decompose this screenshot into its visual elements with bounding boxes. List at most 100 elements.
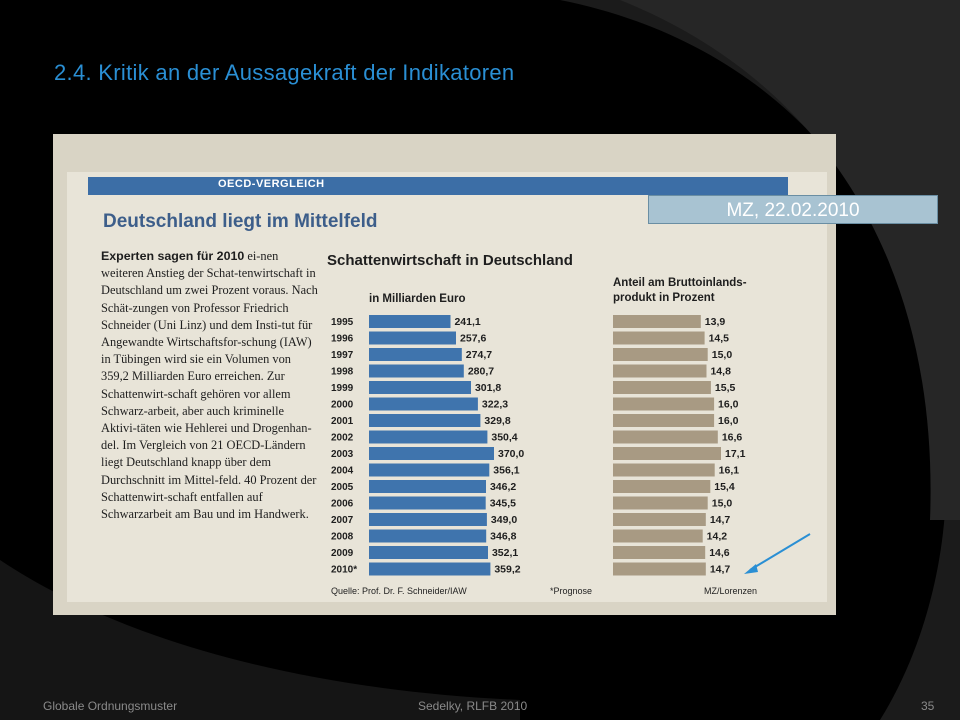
bar-label-billion-euro: 345,5 [490, 498, 516, 510]
bar-gdp-share [613, 496, 708, 510]
bar-label-gdp-share: 17,1 [725, 448, 746, 460]
graphic-credit: MZ/Lorenzen [704, 586, 758, 596]
bar-billion-euro [369, 513, 487, 526]
bar-gdp-share [613, 430, 718, 444]
bar-gdp-share [613, 546, 706, 559]
year-label: 1995 [331, 317, 354, 328]
bar-label-gdp-share: 16,0 [718, 399, 739, 411]
bar-label-gdp-share: 16,0 [718, 415, 739, 427]
bar-gdp-share [613, 397, 715, 411]
section-label: OECD-VERGLEICH [218, 178, 325, 190]
footer-left: Globale Ordnungsmuster [43, 699, 178, 713]
bar-label-gdp-share: 14,7 [710, 514, 731, 526]
bar-gdp-share [613, 331, 705, 345]
bar-label-billion-euro: 370,0 [498, 448, 524, 460]
bar-gdp-share [613, 513, 706, 526]
bar-gdp-share [613, 315, 701, 328]
bar-billion-euro [369, 546, 488, 559]
year-label: 2010* [331, 565, 357, 576]
slide-title: 2.4. Kritik an der Aussagekraft der Indi… [54, 60, 515, 85]
bar-label-billion-euro: 352,1 [492, 547, 518, 559]
bar-billion-euro [369, 331, 456, 345]
source-date-tag: MZ, 22.02.2010 [648, 195, 938, 224]
year-label: 1996 [331, 334, 354, 345]
bar-label-gdp-share: 15,5 [715, 382, 736, 394]
bar-label-billion-euro: 329,8 [484, 415, 510, 427]
bar-label-billion-euro: 350,4 [491, 432, 517, 444]
bar-gdp-share [613, 381, 711, 394]
year-label: 2006 [331, 499, 354, 510]
bar-label-gdp-share: 14,5 [709, 333, 730, 345]
bar-label-gdp-share: 16,6 [722, 432, 743, 444]
bar-label-gdp-share: 15,0 [712, 498, 733, 510]
article-headline: Deutschland liegt im Mittelfeld [103, 211, 378, 232]
year-label: 2009 [331, 548, 354, 559]
year-label: 2001 [331, 416, 354, 427]
year-label: 2004 [331, 466, 354, 477]
year-label: 2008 [331, 532, 354, 543]
bar-billion-euro [369, 348, 462, 361]
bar-gdp-share [613, 348, 708, 361]
bar-gdp-share [613, 364, 707, 378]
year-label: 2002 [331, 433, 354, 444]
year-label: 2003 [331, 449, 354, 460]
year-label: 2000 [331, 400, 354, 411]
year-label: 1998 [331, 367, 354, 378]
year-label: 2005 [331, 482, 354, 493]
bar-billion-euro [369, 447, 494, 460]
bar-label-billion-euro: 257,6 [460, 333, 486, 345]
bar-gdp-share [613, 463, 715, 477]
bar-billion-euro [369, 480, 486, 493]
bar-billion-euro [369, 496, 486, 510]
bar-gdp-share [613, 480, 711, 493]
bar-label-gdp-share: 14,6 [709, 547, 730, 559]
bar-label-billion-euro: 274,7 [466, 349, 492, 361]
year-label: 2007 [331, 515, 354, 526]
bar-billion-euro [369, 315, 451, 328]
bar-gdp-share [613, 529, 703, 543]
bar-label-gdp-share: 15,4 [714, 481, 735, 493]
prognose-note: *Prognose [550, 586, 593, 596]
page-number: 35 [921, 699, 935, 713]
bar-label-billion-euro: 356,1 [493, 465, 519, 477]
bar-label-billion-euro: 359,2 [494, 564, 520, 576]
chart-title: Schattenwirtschaft in Deutschland [327, 252, 573, 269]
chart-source: Quelle: Prof. Dr. F. Schneider/IAW [331, 586, 467, 596]
bar-gdp-share [613, 414, 715, 427]
article-text: Experten sagen für 2010 ei-nen weiteren … [101, 248, 319, 523]
bar-label-gdp-share: 16,1 [719, 465, 740, 477]
bar-label-billion-euro: 241,1 [454, 316, 480, 328]
chart-canvas: 1995 241,1 13,9 1996 257,6 14,5 1997 274,7 15,0 1… [331, 315, 746, 576]
bar-label-billion-euro: 346,2 [490, 481, 516, 493]
series-left-heading: in Milliarden Euro [369, 293, 466, 305]
bar-label-billion-euro: 322,3 [482, 399, 508, 411]
bar-billion-euro [369, 463, 490, 477]
bar-label-gdp-share: 14,7 [710, 564, 731, 576]
bar-billion-euro [369, 414, 481, 427]
bar-billion-euro [369, 430, 488, 444]
year-label: 1999 [331, 383, 354, 394]
bar-label-billion-euro: 349,0 [491, 514, 517, 526]
bar-label-billion-euro: 280,7 [468, 366, 494, 378]
year-label: 1997 [331, 350, 354, 361]
bar-billion-euro [369, 397, 478, 411]
series-right-heading: Anteil am Bruttoinlands-produkt in Proze… [613, 277, 747, 304]
article-body: ei-nen weiteren Anstieg der Schat-tenwir… [101, 249, 318, 522]
bar-label-billion-euro: 346,8 [490, 531, 516, 543]
footer-center: Sedelky, RLFB 2010 [418, 699, 528, 713]
bar-label-gdp-share: 14,2 [707, 531, 728, 543]
bar-billion-euro [369, 529, 487, 543]
bar-label-gdp-share: 14,8 [710, 366, 731, 378]
bar-label-billion-euro: 301,8 [475, 382, 501, 394]
bar-label-gdp-share: 15,0 [712, 349, 733, 361]
bar-billion-euro [369, 364, 464, 378]
arrow-icon [744, 533, 811, 574]
section-bar [88, 177, 788, 195]
article-lead: Experten sagen für 2010 [101, 249, 245, 263]
bar-gdp-share [613, 447, 721, 460]
bar-billion-euro [369, 562, 491, 576]
bar-billion-euro [369, 381, 471, 394]
bar-gdp-share [613, 562, 706, 576]
bar-label-gdp-share: 13,9 [705, 316, 726, 328]
